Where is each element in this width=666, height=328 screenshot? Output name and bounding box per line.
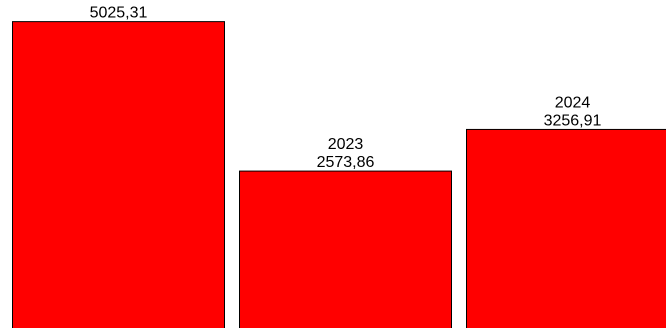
value-label-2024: 3256,91 <box>544 112 602 129</box>
bar-2023 <box>239 170 452 328</box>
value-label-2022: 5025,31 <box>90 5 148 22</box>
category-label-2024: 2024 <box>555 94 591 111</box>
category-label-2023: 2023 <box>328 136 364 153</box>
value-label-2023: 2573,86 <box>317 154 375 171</box>
bar-2022 <box>12 21 225 328</box>
bar-2024 <box>466 128 666 328</box>
bars-group <box>12 21 666 328</box>
category-label-2022: 2022 <box>101 0 137 4</box>
